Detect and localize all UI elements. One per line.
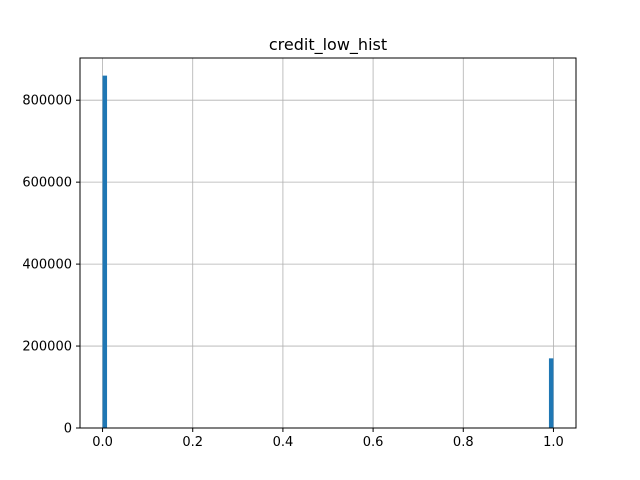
histogram-bar: [102, 75, 108, 428]
y-tick-label: 400000: [22, 258, 72, 273]
plot-area-frame: [79, 57, 577, 429]
histogram-bar: [548, 358, 554, 428]
grid: [80, 58, 576, 429]
y-axis: 0 200000 400000 600000 800000: [22, 94, 80, 437]
bars: [102, 75, 554, 428]
x-tick-label: 0.2: [182, 435, 203, 450]
x-tick-label: 0.4: [273, 435, 294, 450]
chart-title: credit_low_hist: [269, 35, 387, 55]
y-tick-label: 800000: [22, 94, 72, 109]
x-axis: 0.0 0.2 0.4 0.6 0.8 1.0: [92, 428, 564, 450]
x-tick-label: 0.8: [453, 435, 474, 450]
x-tick-label: 0.0: [92, 435, 113, 450]
y-tick-label: 200000: [22, 340, 72, 355]
x-tick-label: 0.6: [363, 435, 384, 450]
y-tick-label: 0: [64, 422, 72, 437]
y-tick-label: 600000: [22, 176, 72, 191]
x-tick-label: 1.0: [543, 435, 564, 450]
